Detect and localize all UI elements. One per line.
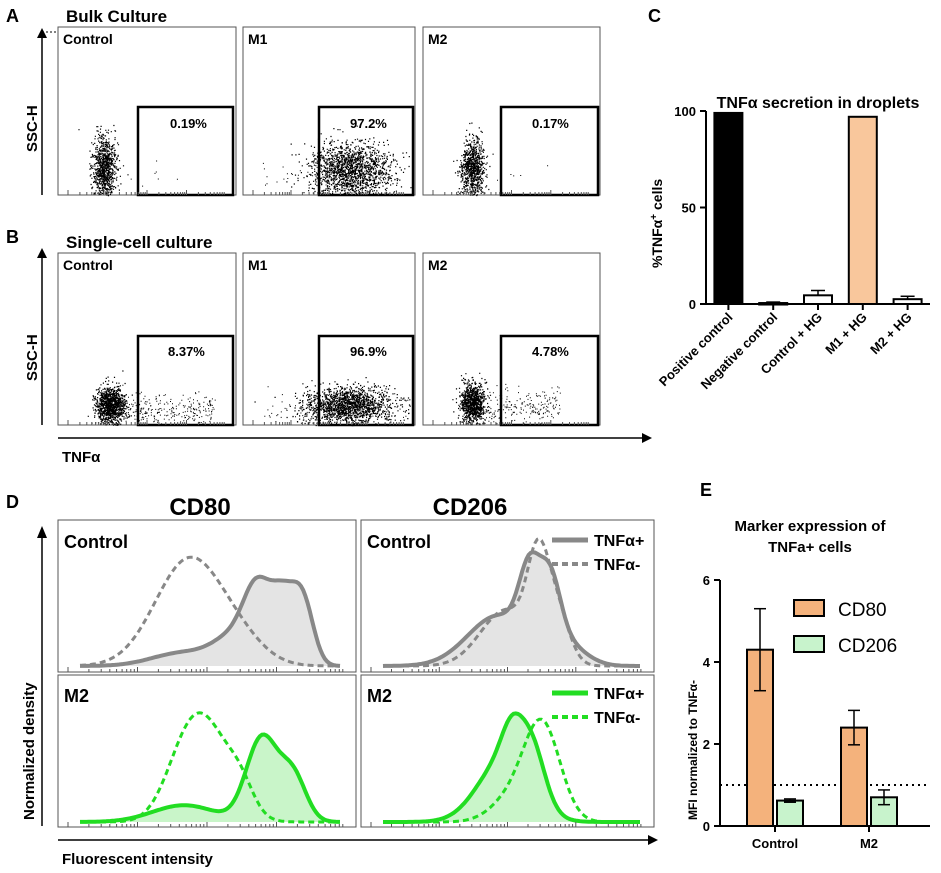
panel-a-title: Bulk Culture — [66, 7, 167, 26]
chart-e: 0 2 4 6 Control M2 CD80 CD206 — [703, 573, 930, 851]
panel-letter-b: B — [6, 227, 19, 247]
panel-b-plots: Control 8.37% M1 96.9% M2 4.78% — [57, 252, 601, 427]
panel-a-axes — [37, 28, 58, 195]
gate-a-m2-pct: 0.17% — [532, 116, 569, 131]
svg-text:Control: Control — [367, 532, 431, 552]
histogram-cd206-control: Control — [360, 519, 655, 673]
chart-e-category-label: Control — [752, 836, 798, 851]
scatter-a-m1 — [242, 26, 416, 196]
chart-e-bar — [776, 799, 804, 828]
scatter-b-m1-dots — [254, 377, 414, 427]
scatter-a-m1-label: M1 — [248, 31, 268, 47]
chart-e-legend-label: CD206 — [838, 636, 897, 657]
scatter-a-m2-dots — [453, 122, 549, 197]
scatter-b-control-label: Control — [63, 257, 113, 273]
chart-c-category-label: M2 + HG — [867, 310, 915, 358]
scatter-b-m1-label: M1 — [248, 257, 268, 273]
chart-e-category-label: M2 — [860, 836, 878, 851]
chart-c-bar — [803, 294, 833, 306]
panel-b-ylabel: SSC-H — [24, 334, 41, 381]
svg-text:TNFα+: TNFα+ — [594, 686, 644, 703]
gate-b-m1-pct: 96.9% — [350, 344, 387, 359]
svg-text:M2: M2 — [64, 686, 89, 706]
gate-b-control-pct: 8.37% — [168, 344, 205, 359]
scatter-b-control — [57, 252, 237, 426]
svg-text:TNFα-: TNFα- — [594, 710, 640, 727]
chart-c-category-label: M1 + HG — [822, 310, 870, 358]
chart-e-ytick-label: 2 — [703, 737, 710, 752]
gate-b-m2-pct: 4.78% — [532, 344, 569, 359]
scatter-a-m2 — [422, 26, 601, 196]
gate-a-m1 — [317, 105, 415, 197]
panel-b-xlabel: TNFα — [62, 449, 101, 466]
histogram-col-cd80: CD80 — [169, 494, 230, 521]
panel-a-ylabel: SSC-H — [24, 105, 41, 152]
chart-e-legend-swatch — [793, 599, 825, 617]
scatter-b-m2-dots — [452, 372, 561, 426]
panel-d-xlabel: Fluorescent intensity — [62, 851, 214, 868]
panel-d-axes — [37, 526, 658, 845]
chart-c-ytick-label: 100 — [674, 104, 696, 119]
panel-letter-d: D — [6, 492, 19, 512]
gate-b-m1 — [317, 334, 415, 427]
histogram-cd80-control: Control — [57, 519, 357, 673]
chart-e-title-line1: Marker expression of — [735, 518, 887, 535]
gate-a-control — [136, 105, 235, 197]
chart-e-title-line2: TNFa+ cells — [768, 539, 852, 556]
chart-e-ytick-label: 0 — [703, 819, 710, 834]
scatter-b-m2 — [422, 252, 601, 426]
gate-b-control — [136, 334, 235, 427]
gate-a-control-pct: 0.19% — [170, 116, 207, 131]
chart-c-title: TNFα secretion in droplets — [717, 95, 920, 112]
chart-e-legend-label: CD80 — [838, 600, 887, 621]
histogram-col-cd206: CD206 — [433, 494, 508, 521]
chart-c-ylabel: %TNFα+ cells — [649, 179, 665, 268]
chart-c-category-label: Positive control — [656, 310, 736, 390]
chart-e-legend-swatch — [793, 635, 825, 653]
svg-text:TNFα+: TNFα+ — [594, 533, 644, 550]
panel-letter-c: C — [648, 6, 661, 26]
scatter-b-control-dots — [87, 370, 216, 426]
scatter-b-m2-label: M2 — [428, 257, 448, 273]
chart-e-ytick-label: 6 — [703, 573, 710, 588]
panel-d-ylabel: Normalized density — [21, 682, 38, 820]
panel-a-plots: Control 0.19% M1 97.2% M2 0.17% — [57, 26, 601, 197]
panel-letter-e: E — [700, 480, 712, 500]
scatter-a-m2-label: M2 — [428, 31, 448, 47]
scatter-a-control — [57, 26, 237, 196]
histogram-cd80-m2: M2 — [57, 674, 357, 828]
chart-e-ylabel: MFI normalized to TNFα- — [686, 680, 700, 820]
panel-b-axes — [37, 248, 652, 443]
histogram-ticks — [67, 190, 642, 827]
scatter-a-control-label: Control — [63, 31, 113, 47]
chart-c-bar — [713, 111, 744, 306]
panel-letter-a: A — [6, 6, 19, 26]
scatter-a-m1-dots — [262, 125, 412, 196]
histogram-cd206-m2: M2 — [360, 674, 655, 828]
svg-text:M2: M2 — [367, 686, 392, 706]
svg-text:Control: Control — [64, 532, 128, 552]
gate-a-m1-pct: 97.2% — [350, 116, 387, 131]
chart-c-bar — [892, 298, 923, 305]
chart-e-ytick-label: 4 — [703, 655, 711, 670]
chart-c-ytick-label: 50 — [682, 201, 696, 216]
chart-c-ytick-label: 0 — [689, 297, 696, 312]
chart-c-bar — [847, 115, 878, 306]
histogram-legend-control: TNFα+ TNFα- — [552, 533, 644, 574]
scatter-a-control-dots — [78, 124, 178, 197]
svg-text:TNFα-: TNFα- — [594, 557, 640, 574]
histogram-legend-m2: TNFα+ TNFα- — [552, 686, 644, 727]
panel-b-title: Single-cell culture — [66, 233, 212, 252]
chart-c-category-label: Negative control — [698, 310, 781, 393]
